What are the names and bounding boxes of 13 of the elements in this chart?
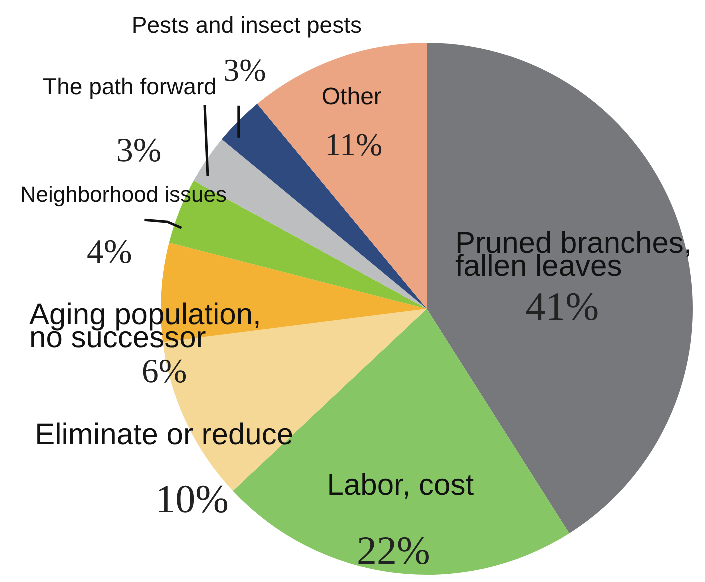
slice-label: Eliminate or reduce (35, 418, 294, 452)
data-label: 11% (325, 126, 383, 163)
slice-label: Pests and insect pests (132, 12, 362, 38)
slice-label: Labor, cost (327, 468, 475, 502)
data-label: 4% (87, 234, 132, 272)
data-label: 41% (526, 284, 600, 329)
data-label: 6% (142, 353, 188, 390)
slice-label: The path forward (43, 73, 217, 100)
data-label: 3% (224, 52, 266, 88)
slice-label: Other (322, 84, 382, 111)
data-label: 10% (156, 476, 229, 522)
data-label: 22% (356, 528, 430, 573)
data-label: 3% (116, 132, 162, 170)
